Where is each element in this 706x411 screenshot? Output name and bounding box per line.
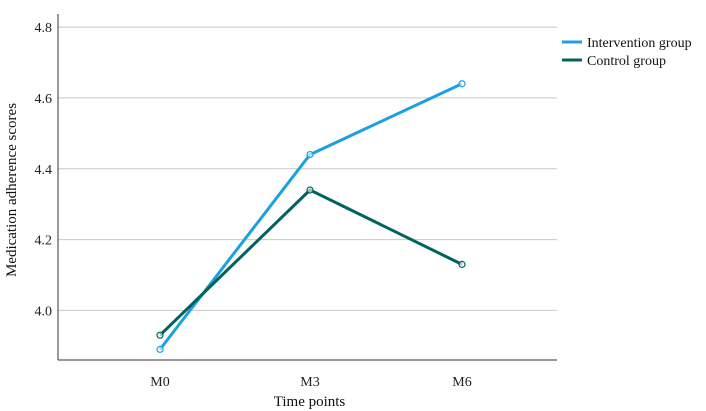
x-tick-label: M0 xyxy=(150,375,169,390)
series-line xyxy=(158,82,463,351)
y-tick-label: 4.2 xyxy=(35,234,53,249)
data-point xyxy=(458,80,466,88)
data-point xyxy=(156,331,164,339)
y-tick-label: 4.4 xyxy=(35,163,53,178)
data-point xyxy=(458,260,466,268)
data-point xyxy=(306,186,314,194)
x-tick-label: M3 xyxy=(300,375,319,390)
y-tick-label: 4.0 xyxy=(35,304,53,319)
legend-label: Control group xyxy=(587,54,666,69)
x-tick-label: M6 xyxy=(452,375,471,390)
axes xyxy=(57,14,557,361)
x-axis-title: Time points xyxy=(274,394,346,410)
y-tick-labels: 4.0 4.2 4.4 4.6 4.8 xyxy=(35,21,53,319)
series-points xyxy=(156,80,466,353)
x-tick-labels: M0 M3 M6 xyxy=(150,375,471,390)
data-point xyxy=(156,345,164,353)
y-axis-title: Medication adherence scores xyxy=(4,103,20,277)
y-tick-label: 4.6 xyxy=(35,92,53,107)
legend-label: Intervention group xyxy=(587,36,692,51)
series-lines xyxy=(158,82,463,351)
y-tick-label: 4.8 xyxy=(35,21,53,36)
data-point xyxy=(306,150,314,159)
gridlines xyxy=(58,26,557,311)
series-line xyxy=(158,188,463,337)
legend: Intervention group Control group xyxy=(562,36,692,69)
